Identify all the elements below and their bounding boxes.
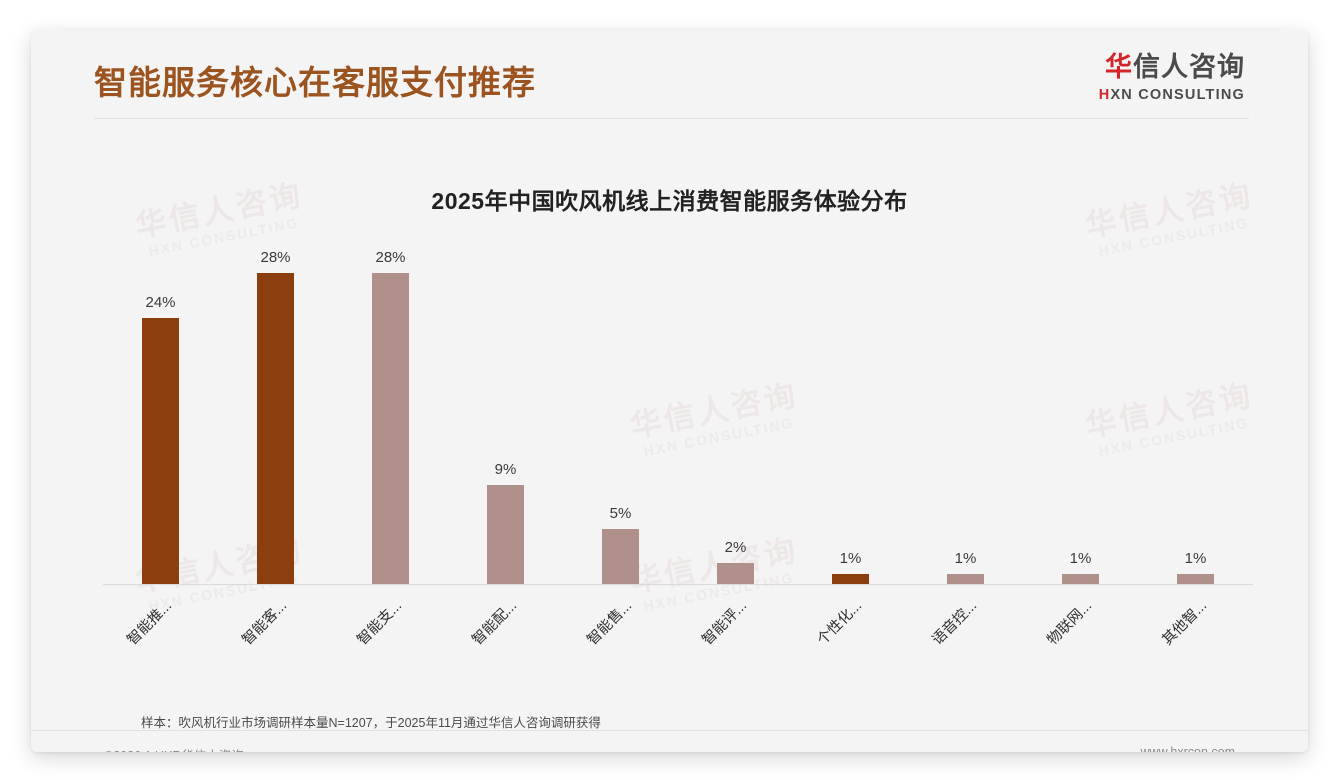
logo-chinese-text: 华信人咨询 — [1099, 54, 1245, 81]
bar-value-label: 5% — [609, 505, 632, 522]
bar-group: 2% 智能评... — [678, 195, 793, 648]
header-divider — [94, 118, 1249, 119]
bar-group: 1% 其他智... — [1138, 195, 1253, 648]
logo-english-text: HXN CONSULTING — [1099, 88, 1245, 103]
bar-value-label: 28% — [375, 249, 406, 266]
copyright-text: ©2026.1 HXR华信人咨询 — [104, 745, 244, 752]
bar-rect[interactable] — [1062, 574, 1099, 585]
bar-value-label: 24% — [145, 294, 176, 311]
footer-divider — [31, 730, 1308, 731]
bar-group: 28% 智能客... — [218, 195, 333, 648]
bar-rect[interactable] — [372, 273, 409, 585]
sample-footnote: 样本：吹风机行业市场调研样本量N=1207，于2025年11月通过华信人咨询调研… — [141, 716, 601, 730]
x-axis-line — [103, 584, 1253, 585]
website-link[interactable]: www.hxrcon.com — [1140, 745, 1235, 752]
bar-rect[interactable] — [1177, 574, 1214, 585]
bar-rect[interactable] — [717, 563, 754, 585]
bar-value-label: 1% — [1184, 550, 1207, 567]
page-title: 智能服务核心在客服支付推荐 — [94, 64, 536, 101]
bar-group: 1% 语音控... — [908, 195, 1023, 648]
bar-series: 24% 智能推... 28% 智能客... 28% 智能支... 9% 智能配... 5% 智能售… — [103, 195, 1253, 648]
company-logo: 华信人咨询 HXN CONSULTING — [1099, 54, 1245, 103]
slide-footer: ©2026.1 HXR华信人咨询 www.hxrcon.com — [31, 730, 1308, 752]
x-axis-tick-label: 智能支... — [354, 597, 405, 649]
bar-value-label: 1% — [1069, 550, 1092, 567]
bar-rect[interactable] — [142, 318, 179, 585]
x-axis-tick-label: 智能客... — [239, 597, 290, 649]
x-axis-tick-label: 个性化... — [814, 597, 865, 649]
bar-group: 24% 智能推... — [103, 195, 218, 648]
bar-value-label: 1% — [839, 550, 862, 567]
bar-chart-plot: 24% 智能推... 28% 智能客... 28% 智能支... 9% 智能配... 5% 智能售… — [103, 195, 1253, 648]
bar-value-label: 2% — [724, 539, 747, 556]
x-axis-tick-label: 其他智... — [1159, 597, 1210, 649]
chart-title: 2025年中国吹风机线上消费智能服务体验分布 — [431, 188, 908, 214]
bar-rect[interactable] — [257, 273, 294, 585]
bar-value-label: 9% — [494, 461, 517, 478]
bar-group: 1% 物联网... — [1023, 195, 1138, 648]
x-axis-tick-label: 智能配... — [469, 597, 520, 649]
bar-rect[interactable] — [947, 574, 984, 585]
bar-group: 28% 智能支... — [333, 195, 448, 648]
chart-area: 华信人咨询 HXN CONSULTING 华信人咨询 HXN CONSULTIN… — [31, 120, 1308, 660]
logo-en-accent: H — [1098, 87, 1111, 103]
bar-value-label: 1% — [954, 550, 977, 567]
bar-rect[interactable] — [832, 574, 869, 585]
bar-group: 5% 智能售... — [563, 195, 678, 648]
bar-rect[interactable] — [602, 529, 639, 585]
bar-group: 9% 智能配... — [448, 195, 563, 648]
x-axis-tick-label: 智能推... — [124, 597, 175, 649]
x-axis-tick-label: 物联网... — [1044, 597, 1095, 649]
x-axis-tick-label: 智能售... — [584, 597, 635, 649]
logo-chinese-rest: 信人咨询 — [1133, 52, 1245, 82]
slide-card: 智能服务核心在客服支付推荐 华信人咨询 HXN CONSULTING 华信人咨询… — [31, 30, 1308, 752]
logo-accent-char: 华 — [1105, 52, 1133, 82]
x-axis-tick-label: 语音控... — [929, 597, 980, 649]
bar-group: 1% 个性化... — [793, 195, 908, 648]
bar-rect[interactable] — [487, 485, 524, 585]
slide-header: 智能服务核心在客服支付推荐 华信人咨询 HXN CONSULTING — [31, 30, 1308, 120]
x-axis-tick-label: 智能评... — [699, 597, 750, 649]
bar-value-label: 28% — [260, 249, 291, 266]
logo-en-rest: XN CONSULTING — [1110, 87, 1245, 103]
